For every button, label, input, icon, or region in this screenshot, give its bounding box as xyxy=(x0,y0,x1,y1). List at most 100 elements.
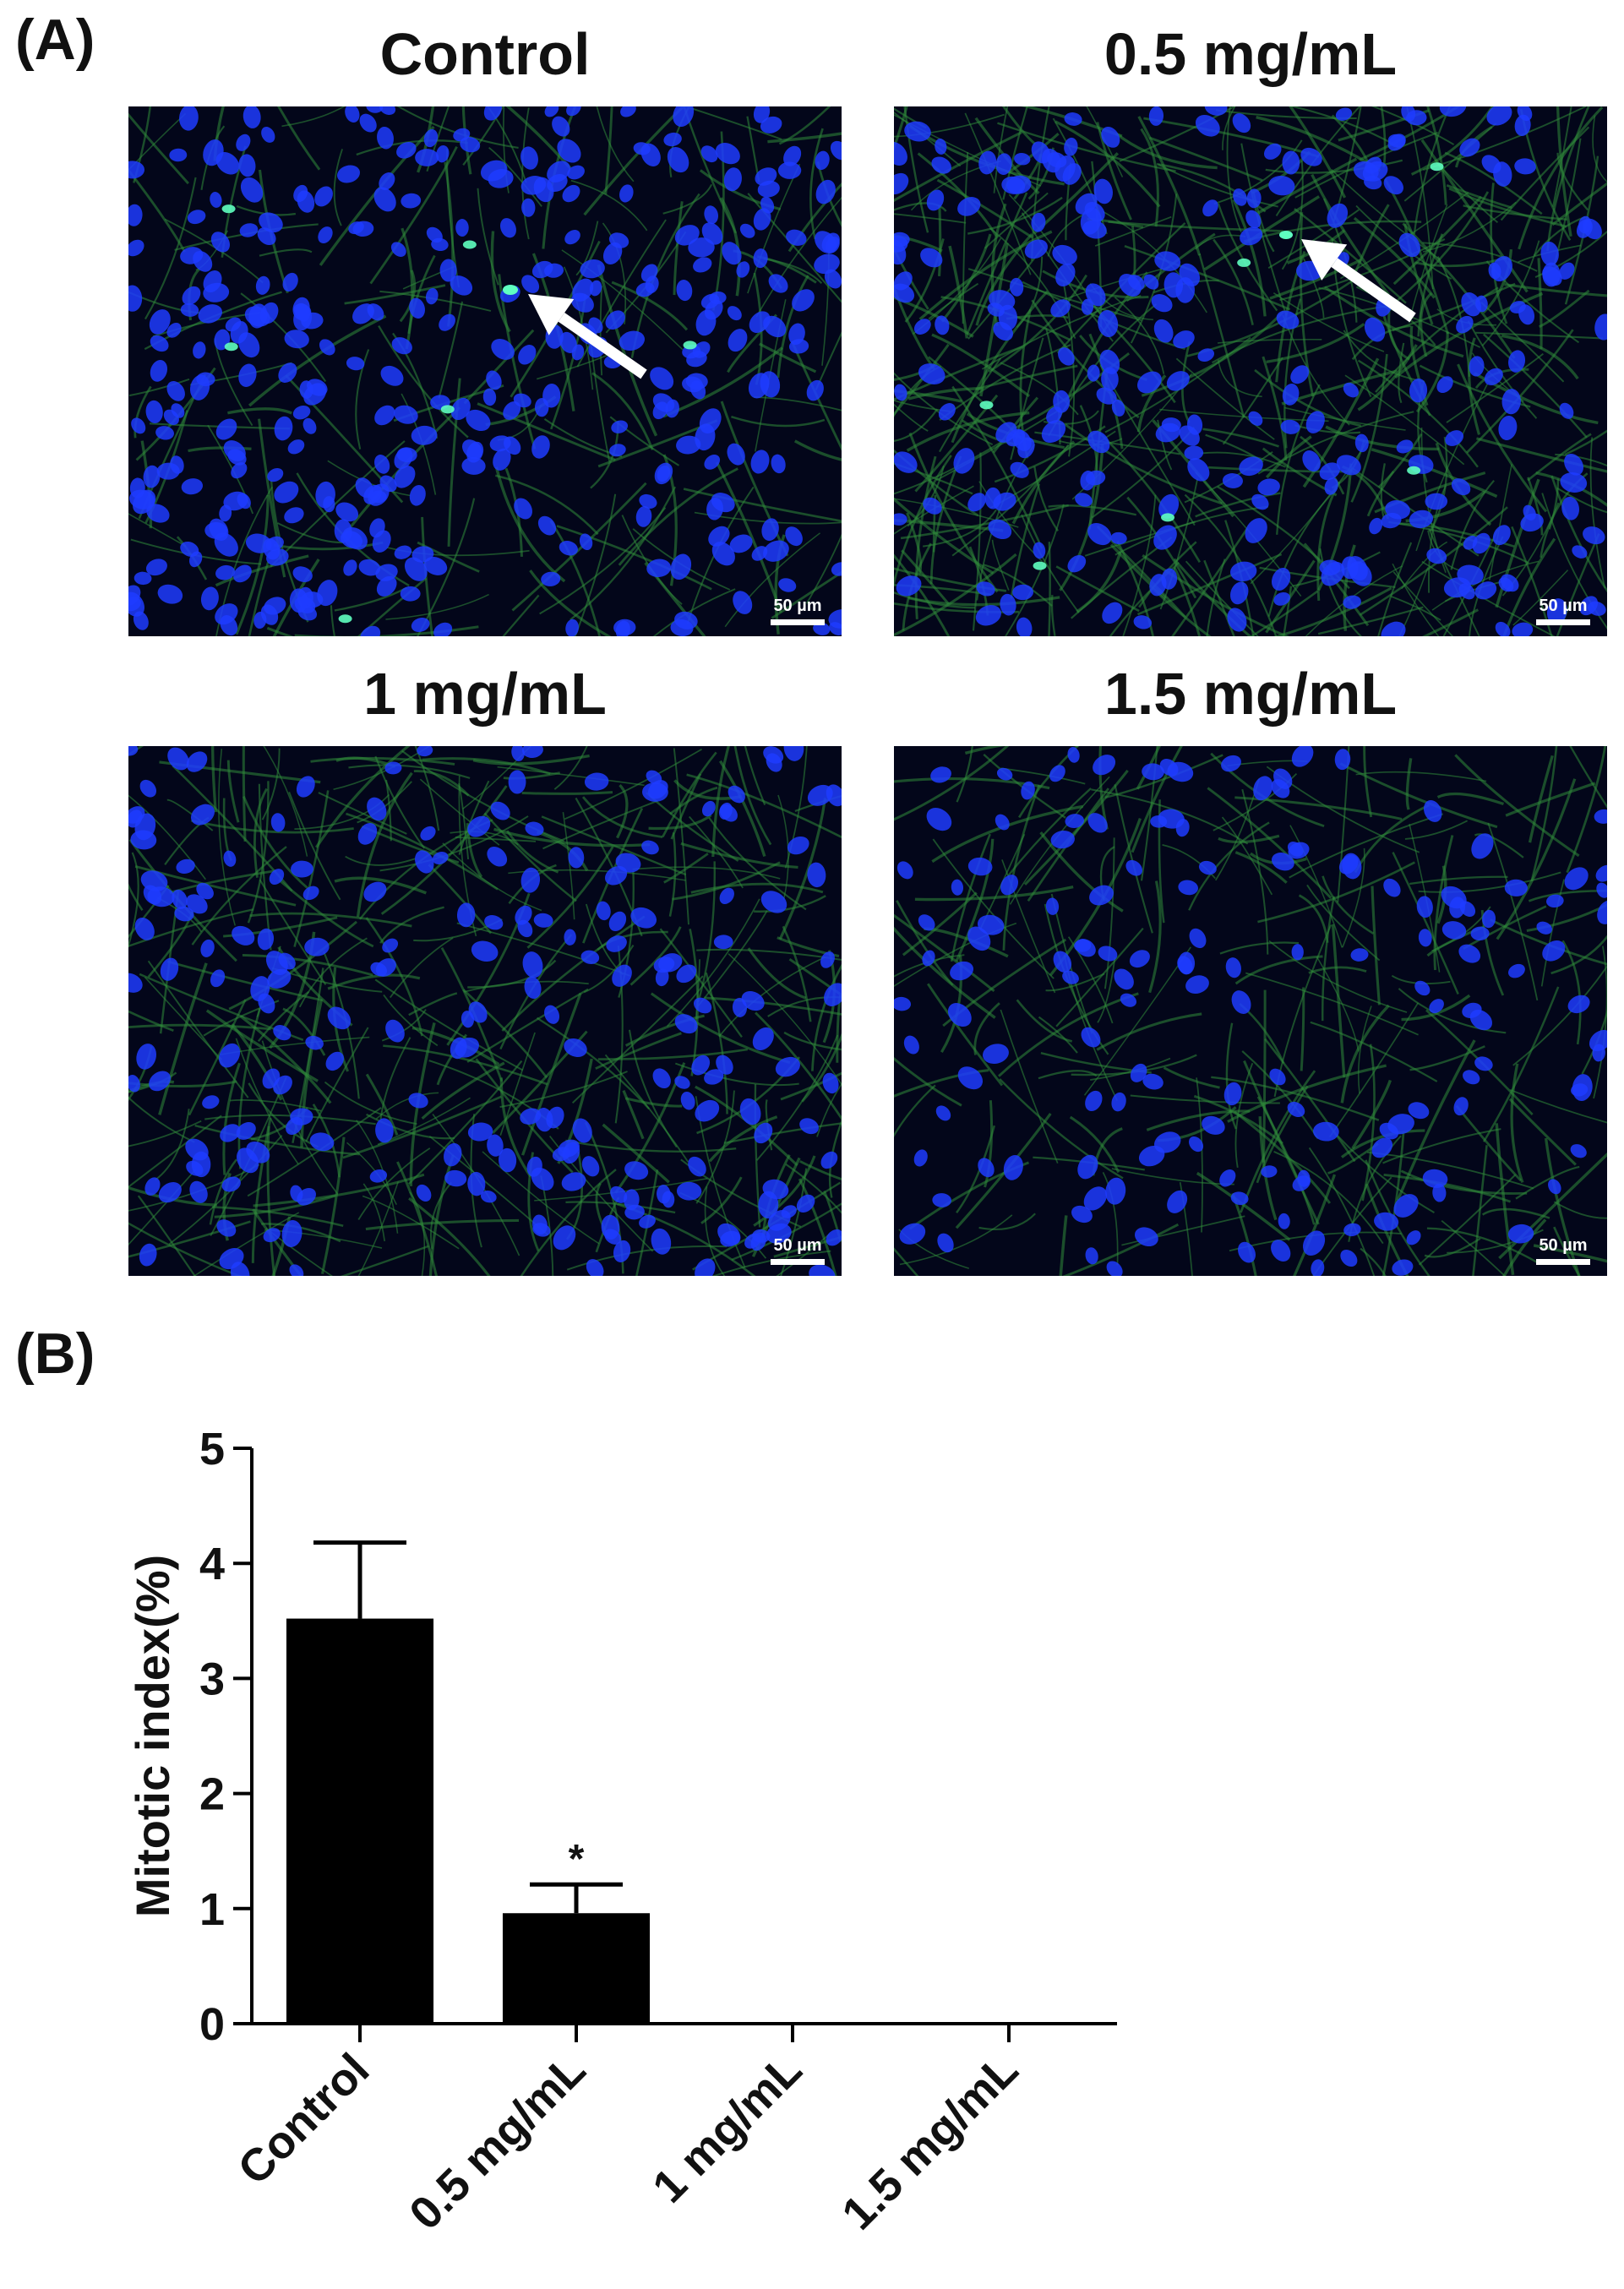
fiber xyxy=(461,106,472,175)
nucleus xyxy=(809,1264,836,1276)
fiber xyxy=(955,838,995,962)
fiber xyxy=(894,213,967,224)
fiber xyxy=(964,112,1032,275)
nucleus xyxy=(274,481,299,504)
nucleus xyxy=(487,1134,504,1157)
nucleus xyxy=(824,269,842,289)
nucleus xyxy=(416,1184,432,1202)
fiber xyxy=(1488,464,1512,580)
fiber xyxy=(894,913,995,993)
nucleus xyxy=(709,291,727,304)
fiber xyxy=(1366,471,1395,517)
nucleus xyxy=(394,466,416,488)
nucleus xyxy=(1498,415,1518,440)
nucleus xyxy=(1381,512,1402,529)
fiber xyxy=(951,385,1044,549)
fiber xyxy=(1289,106,1347,199)
nucleus xyxy=(1178,951,1196,975)
nucleus xyxy=(139,779,157,798)
nucleus xyxy=(1387,1114,1414,1135)
nucleus xyxy=(1017,437,1035,459)
nucleus xyxy=(133,489,156,515)
nucleus xyxy=(128,239,144,257)
nucleus xyxy=(145,559,167,576)
nucleus xyxy=(903,1035,919,1055)
fiber xyxy=(1329,1002,1419,1137)
fiber xyxy=(1417,233,1444,337)
nucleus xyxy=(711,493,735,513)
nucleus xyxy=(1463,535,1478,550)
nucleus xyxy=(1461,292,1481,317)
fiber xyxy=(708,817,807,911)
fiber xyxy=(214,1194,336,1218)
nucleus xyxy=(202,1095,220,1109)
fiber xyxy=(1097,956,1116,1023)
fiber xyxy=(1047,214,1084,257)
nucleus xyxy=(155,426,174,440)
image-title: 0.5 mg/mL xyxy=(1104,21,1397,87)
fiber xyxy=(128,1023,271,1031)
fiber xyxy=(683,106,782,140)
fiber xyxy=(503,771,560,780)
nucleus xyxy=(704,455,721,470)
nucleus xyxy=(223,850,237,867)
fiber xyxy=(253,788,268,878)
nucleus xyxy=(348,221,364,235)
fiber xyxy=(300,999,324,1147)
fiber xyxy=(191,846,287,946)
nucleus xyxy=(1102,602,1123,624)
nucleus xyxy=(200,939,215,957)
fiber xyxy=(1148,584,1212,636)
nucleus xyxy=(899,1223,926,1245)
nucleus xyxy=(896,575,922,597)
nucleus xyxy=(652,401,668,420)
fiber xyxy=(815,331,842,390)
fiber xyxy=(281,106,346,128)
fiber xyxy=(602,222,627,324)
fiber xyxy=(1442,529,1499,636)
nucleus xyxy=(975,605,1001,626)
fiber xyxy=(235,494,270,635)
nucleus xyxy=(1052,244,1077,265)
nucleus xyxy=(564,1038,587,1057)
nucleus xyxy=(736,261,750,278)
nucleus xyxy=(544,1005,560,1024)
fiber xyxy=(499,1077,532,1178)
nucleus xyxy=(1343,1223,1361,1237)
fiber xyxy=(648,814,712,831)
nucleus xyxy=(761,518,779,542)
fiber xyxy=(1038,1016,1078,1054)
fiber xyxy=(1300,987,1305,1071)
nucleus xyxy=(1546,894,1564,908)
nucleus xyxy=(231,462,248,479)
fiber xyxy=(502,594,540,636)
nucleus xyxy=(1570,1144,1587,1158)
fiber xyxy=(521,791,613,795)
fiber xyxy=(1357,1006,1372,1094)
fiber xyxy=(1426,106,1447,205)
fiber xyxy=(673,748,689,925)
fiber xyxy=(1281,161,1304,270)
nucleus xyxy=(1067,554,1087,573)
nucleus xyxy=(291,860,313,878)
fiber xyxy=(1533,1244,1607,1263)
nucleus xyxy=(751,546,768,561)
nucleus xyxy=(511,746,525,761)
nucleus xyxy=(377,126,394,150)
nucleus xyxy=(1185,975,1209,994)
nucleus xyxy=(820,951,835,968)
nucleus xyxy=(1416,896,1433,918)
fiber xyxy=(581,796,663,839)
nucleus xyxy=(674,611,698,629)
nucleus xyxy=(150,360,168,382)
nucleus xyxy=(1021,781,1035,800)
mitotic-cell xyxy=(503,285,518,295)
nucleus xyxy=(325,1051,345,1071)
nucleus xyxy=(179,106,199,131)
fiber xyxy=(1262,989,1267,1163)
fiber xyxy=(1064,423,1223,505)
nucleus xyxy=(335,502,359,522)
nucleus xyxy=(128,746,139,756)
fiber xyxy=(155,1109,190,1181)
nucleus xyxy=(420,826,436,841)
